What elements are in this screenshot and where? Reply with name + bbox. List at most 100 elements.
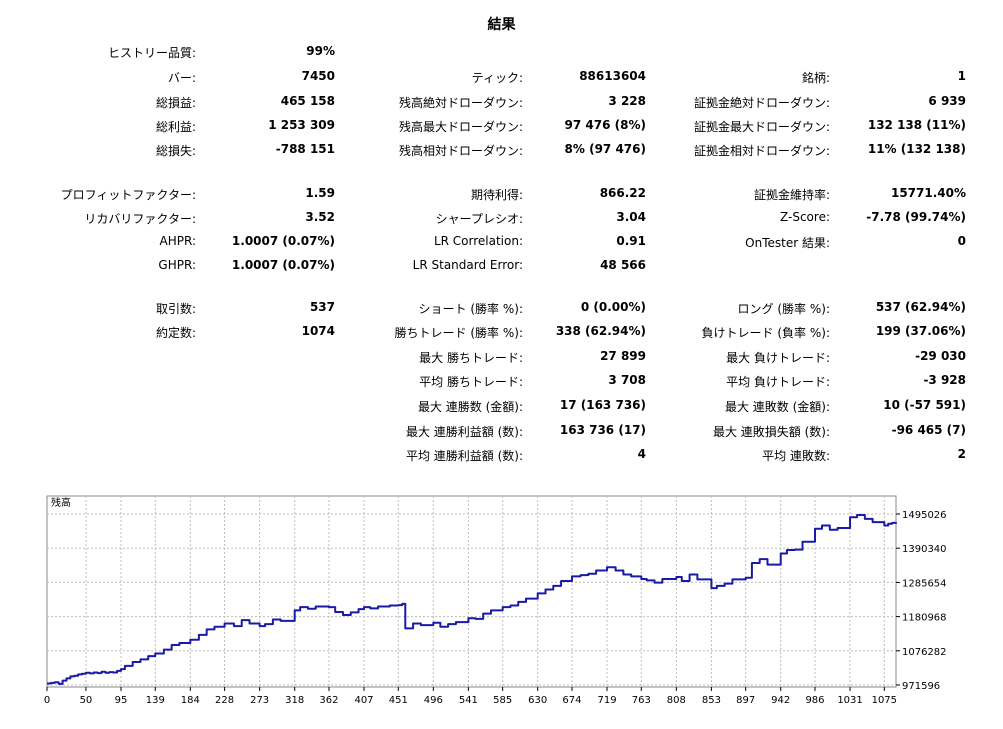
stat-label: 平均 連勝利益額 (数): <box>405 449 523 463</box>
stat-label: LR Correlation: <box>433 234 523 248</box>
chart-title: 残高 <box>51 496 71 509</box>
x-tick-label: 630 <box>528 695 547 706</box>
stat-value: 1 <box>957 69 966 83</box>
stat-value: 3 228 <box>608 94 646 108</box>
stat-value: 27 899 <box>600 349 646 363</box>
y-tick-label: 1076282 <box>902 647 947 658</box>
balance-chart: 0 50 95 139 184 228 273 318 362 407 451 496 541 585 63… <box>0 486 1003 729</box>
stat-label: Z-Score: <box>780 210 830 224</box>
stat-value: 1.0007 (0.07%) <box>231 258 335 272</box>
stat-value: 1074 <box>301 324 335 338</box>
stat-value: 0 <box>957 234 966 248</box>
x-tick-label: 139 <box>146 695 165 706</box>
stat-label: リカバリファクター: <box>84 212 196 226</box>
x-tick-label: 451 <box>389 695 408 706</box>
stat-label: 残高絶対ドローダウン: <box>398 96 523 110</box>
stat-value: -788 151 <box>275 142 335 156</box>
stat-label: 平均 勝ちトレード: <box>419 375 523 389</box>
stat-label: 証拠金最大ドローダウン: <box>693 120 830 134</box>
stat-value: -7.78 (99.74%) <box>866 210 966 224</box>
stat-value: 338 (62.94%) <box>555 324 646 338</box>
stat-label: 銘柄: <box>801 71 830 85</box>
y-tick-label: 1390340 <box>902 544 947 555</box>
stat-label: 勝ちトレード (勝率 %): <box>394 326 523 340</box>
stat-label: 期待利得: <box>470 188 523 202</box>
stat-value: 8% (97 476) <box>564 142 646 156</box>
stat-value: 6 939 <box>928 94 966 108</box>
y-tick-label: 1495026 <box>902 510 947 521</box>
balance-chart-svg: 0 50 95 139 184 228 273 318 362 407 451 496 541 585 63… <box>44 495 947 706</box>
y-tick-label: 1285654 <box>902 578 947 589</box>
stat-value: 10 (-57 591) <box>883 398 966 412</box>
y-tick-label: 1180968 <box>902 613 947 624</box>
x-tick-label: 897 <box>736 695 755 706</box>
x-tick-label: 585 <box>493 695 512 706</box>
x-tick-label: 318 <box>285 695 304 706</box>
stat-label: 証拠金相対ドローダウン: <box>693 144 830 158</box>
stat-label: シャープレシオ: <box>435 212 523 226</box>
x-tick-label: 95 <box>115 695 128 706</box>
balance-line <box>47 513 897 685</box>
x-tick-label: 0 <box>44 695 50 706</box>
stat-value: 1 253 309 <box>268 118 335 132</box>
x-tick-label: 184 <box>181 695 200 706</box>
stat-label: 最大 連敗数 (金額): <box>724 400 830 414</box>
stat-value: -96 465 (7) <box>891 423 966 437</box>
stat-value: 0 (0.00%) <box>580 300 646 314</box>
stat-value: 7450 <box>301 69 335 83</box>
stat-label: 平均 連敗数: <box>762 449 830 463</box>
stat-label: プロフィットファクター: <box>60 188 196 202</box>
stat-label: 最大 連勝数 (金額): <box>417 400 523 414</box>
stat-value: 132 138 (11%) <box>867 118 966 132</box>
stat-label: OnTester 結果: <box>745 236 830 250</box>
x-tick-label: 986 <box>805 695 824 706</box>
x-tick-label: 541 <box>459 695 478 706</box>
chart-frame <box>46 495 897 688</box>
x-tick-label: 674 <box>562 695 581 706</box>
x-tick-label: 942 <box>771 695 790 706</box>
stat-value: 4 <box>637 447 646 461</box>
stat-label: AHPR: <box>159 234 196 248</box>
stat-value: 1.0007 (0.07%) <box>231 234 335 248</box>
x-tick-label: 50 <box>80 695 93 706</box>
history-quality-label: ヒストリー品質: <box>107 46 196 60</box>
stat-value: 3 708 <box>608 373 646 387</box>
stat-label: 証拠金絶対ドローダウン: <box>693 96 830 110</box>
stat-label: 総損益: <box>155 96 196 110</box>
stat-label: 平均 負けトレード: <box>726 375 830 389</box>
stat-label: 最大 勝ちトレード: <box>419 351 523 365</box>
stat-value: -29 030 <box>915 349 966 363</box>
x-tick-label: 228 <box>215 695 234 706</box>
x-tick-label: 362 <box>319 695 338 706</box>
stat-value: 0.91 <box>616 234 646 248</box>
stat-label: ティック: <box>471 71 523 85</box>
stat-label: LR Standard Error: <box>412 258 523 272</box>
x-tick-label: 407 <box>354 695 373 706</box>
stat-value: 1.59 <box>305 186 335 200</box>
x-tick-label: 1075 <box>872 695 897 706</box>
stat-value: 537 <box>309 300 335 314</box>
stat-value: 11% (132 138) <box>867 142 966 156</box>
stat-label: GHPR: <box>158 258 196 272</box>
stat-value: 2 <box>957 447 966 461</box>
x-tick-label: 719 <box>597 695 616 706</box>
stat-label: 取引数: <box>155 302 196 316</box>
stat-value: 48 566 <box>600 258 646 272</box>
stat-value: 465 158 <box>280 94 335 108</box>
stat-label: 総損失: <box>155 144 196 158</box>
x-tick-label: 496 <box>424 695 443 706</box>
x-tick-label: 853 <box>702 695 721 706</box>
stat-label: 負けトレード (負率 %): <box>701 326 830 340</box>
stat-value: 537 (62.94%) <box>875 300 966 314</box>
stat-value: 163 736 (17) <box>559 423 646 437</box>
stat-value: 15771.40% <box>890 186 966 200</box>
stat-label: 残高最大ドローダウン: <box>398 120 523 134</box>
stat-value: 199 (37.06%) <box>875 324 966 338</box>
stat-label: 約定数: <box>155 326 196 340</box>
stat-label: バー: <box>167 71 196 85</box>
stat-label: 最大 連勝利益額 (数): <box>405 425 523 439</box>
stat-value: 17 (163 736) <box>559 398 646 412</box>
stat-value: 3.52 <box>305 210 335 224</box>
stat-label: 証拠金維持率: <box>753 188 830 202</box>
stat-label: 最大 負けトレード: <box>726 351 830 365</box>
